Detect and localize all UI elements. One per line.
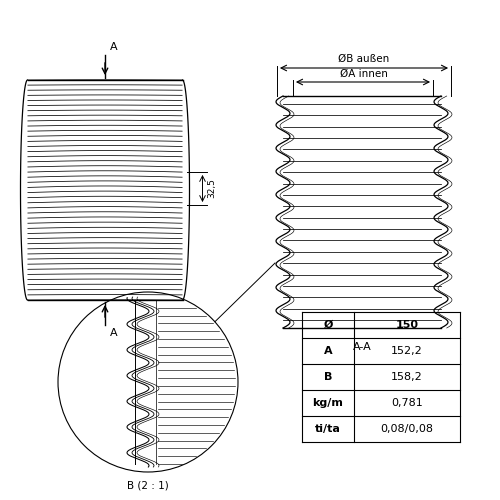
Text: 0,08/0,08: 0,08/0,08 bbox=[380, 424, 434, 434]
Text: 158,2: 158,2 bbox=[391, 372, 423, 382]
Text: A: A bbox=[110, 42, 118, 52]
Text: 150: 150 bbox=[396, 320, 418, 330]
Text: 0,781: 0,781 bbox=[391, 398, 423, 408]
Text: ØA innen: ØA innen bbox=[340, 69, 388, 79]
Text: ti/ta: ti/ta bbox=[315, 424, 341, 434]
Text: B (2 : 1): B (2 : 1) bbox=[127, 480, 169, 490]
Text: B: B bbox=[324, 372, 332, 382]
Text: A-A: A-A bbox=[352, 342, 372, 352]
Text: A: A bbox=[110, 328, 118, 338]
Text: ØB außen: ØB außen bbox=[338, 54, 390, 64]
Text: Ø: Ø bbox=[324, 320, 332, 330]
Text: A: A bbox=[324, 346, 332, 356]
Text: 152,2: 152,2 bbox=[391, 346, 423, 356]
Text: kg/m: kg/m bbox=[312, 398, 344, 408]
Text: 32,5: 32,5 bbox=[208, 178, 216, 199]
